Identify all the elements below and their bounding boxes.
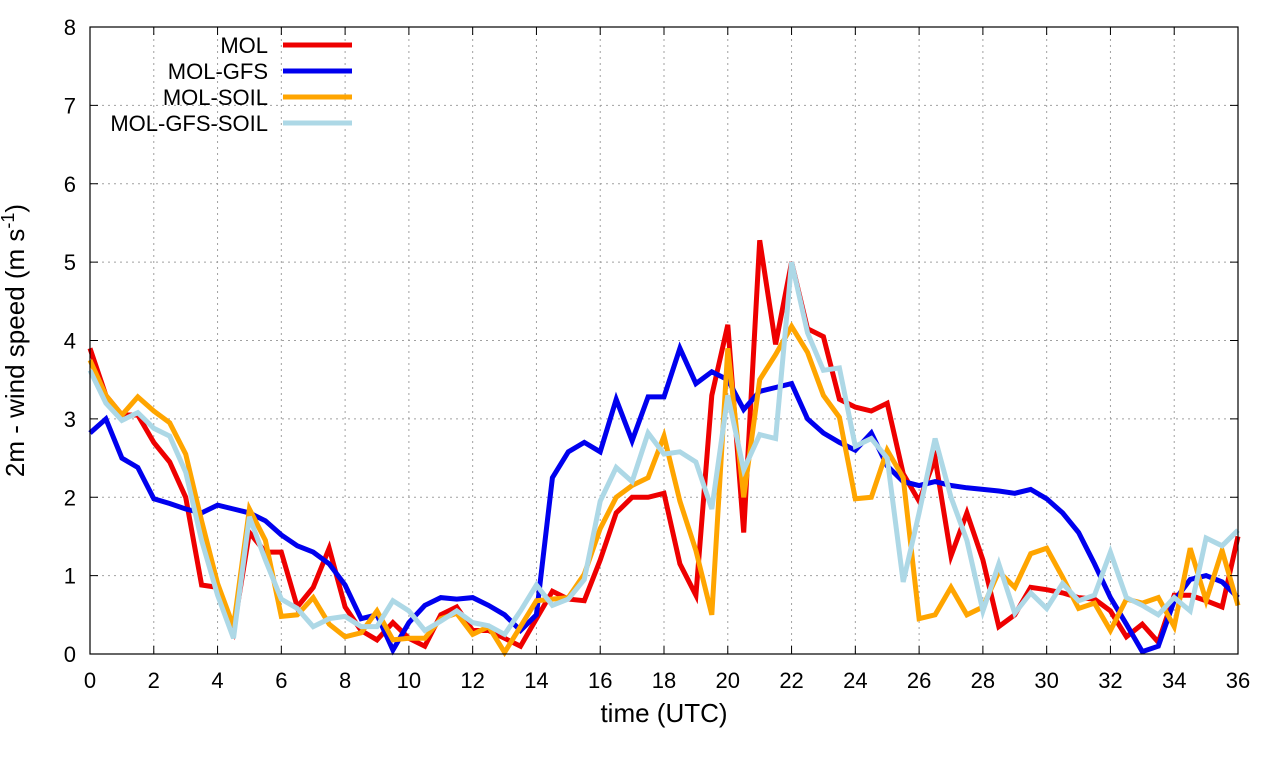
y-tick-label: 8 [64, 15, 76, 40]
x-tick-label: 16 [588, 668, 612, 693]
y-tick-label: 4 [64, 329, 76, 354]
x-tick-label: 2 [148, 668, 160, 693]
x-tick-label: 6 [275, 668, 287, 693]
x-tick-label: 22 [779, 668, 803, 693]
x-tick-label: 28 [971, 668, 995, 693]
x-tick-label: 26 [907, 668, 931, 693]
x-tick-label: 18 [652, 668, 676, 693]
x-tick-labels: 0 2 4 6 8 10 12 14 16 18 20 22 24 26 28 30 32 34 36 [84, 668, 1250, 693]
series-line-mol-soil [87, 321, 1241, 658]
x-tick-label: 20 [716, 668, 740, 693]
y-tick-label: 7 [64, 93, 76, 118]
legend-label: MOL-SOIL [163, 85, 268, 110]
x-tick-label: 36 [1226, 668, 1250, 693]
x-tick-label: 0 [84, 668, 96, 693]
x-tick-label: 24 [843, 668, 867, 693]
legend-label: MOL-GFS [168, 59, 268, 84]
y-tick-label: 0 [64, 642, 76, 667]
y-tick-labels: 0 1 2 3 4 5 6 7 8 [64, 15, 76, 667]
x-axis-title: time (UTC) [600, 698, 727, 728]
y-axis-title: 2m - wind speed (m s-1) [0, 204, 30, 477]
series-line-mol [87, 239, 1241, 650]
y-tick-label: 5 [64, 250, 76, 275]
x-tick-label: 4 [211, 668, 223, 693]
x-tick-label: 10 [397, 668, 421, 693]
x-tick-label: 34 [1162, 668, 1186, 693]
series-lines [87, 239, 1241, 658]
y-tick-label: 1 [64, 564, 76, 589]
x-tick-label: 14 [524, 668, 548, 693]
y-axis-title-sup: -1 [0, 213, 18, 229]
tick-marks [89, 26, 1239, 655]
legend-label: MOL [220, 33, 268, 58]
x-tick-label: 30 [1034, 668, 1058, 693]
y-axis-title-main: 2m - wind speed (m s [0, 229, 30, 478]
legend-label: MOL-GFS-SOIL [110, 111, 268, 136]
x-tick-label: 32 [1098, 668, 1122, 693]
y-tick-label: 2 [64, 485, 76, 510]
series-line-mol-gfs [88, 341, 1240, 656]
x-tick-label: 8 [339, 668, 351, 693]
x-tick-label: 12 [460, 668, 484, 693]
y-tick-label: 6 [64, 172, 76, 197]
y-axis-title-close: ) [0, 204, 30, 213]
y-tick-label: 3 [64, 407, 76, 432]
series-line-mol-gfs-soil [87, 261, 1240, 640]
